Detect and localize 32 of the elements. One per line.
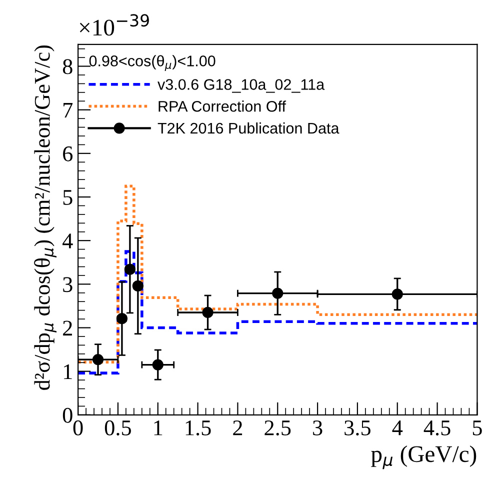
y-tick-label: 5	[63, 190, 72, 205]
x-tick-label: 0.5	[104, 420, 131, 436]
point	[202, 306, 214, 318]
y-tick-label: 1	[64, 364, 72, 380]
point	[152, 359, 164, 370]
legend-title: 0.98<cos(θ$_{μ}$)<1.00	[89, 55, 216, 71]
y-tick-label: 8	[62, 59, 72, 74]
y-tick-label: 0	[62, 408, 72, 423]
text: ×10$^{−39}$	[80, 14, 149, 36]
legend-label: v3.0.6 G18_10a_02_11a	[158, 79, 325, 93]
x-tick-label: 3.5	[344, 420, 370, 436]
point	[392, 288, 403, 300]
x-tick-label: 2.5	[264, 420, 291, 436]
legend-label: T2K 2016 Publication Data	[158, 122, 340, 134]
y-tick-label: 3	[63, 277, 72, 292]
legend-label: RPA Correction Off	[158, 100, 286, 112]
x-tick-label: 0	[73, 420, 83, 436]
x-tick-label: 4	[392, 420, 403, 436]
y-tick-label: 7	[64, 102, 73, 118]
point	[92, 354, 104, 366]
y-axis-title: d²σ/dp$_{μ}$ dcos(θ$_{μ}$) (cm²/nucleon/GeV/c)	[34, 45, 56, 390]
x-tick-label: 3	[313, 420, 322, 436]
x-tick-label: 4.5	[424, 420, 450, 436]
x-axis-title: p$_{μ}$ (GeV/c)	[371, 445, 476, 470]
x-tick-label: 1	[154, 420, 162, 436]
x-tick-label: 2	[233, 420, 242, 436]
y-tick-label: 6	[63, 146, 73, 162]
y-tick-label: 2	[63, 320, 72, 336]
x-tick-label: 1.5	[186, 420, 211, 436]
point	[272, 288, 284, 299]
y-tick-label: 4	[62, 234, 73, 248]
x-tick-label: 5	[472, 420, 482, 436]
